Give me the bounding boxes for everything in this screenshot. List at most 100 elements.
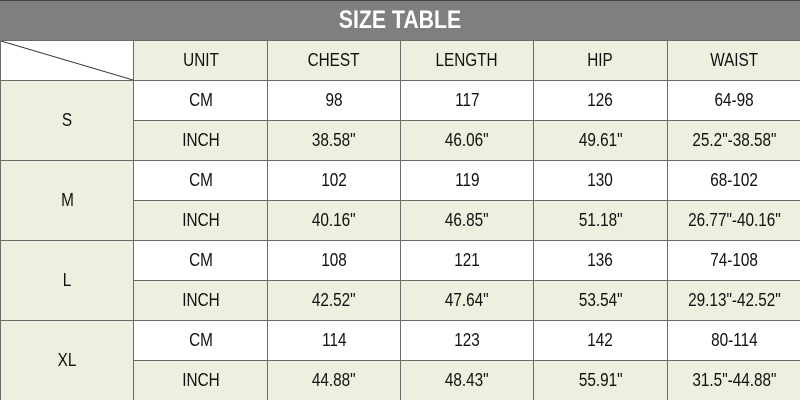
hip-value: 55.91" bbox=[578, 370, 623, 390]
chest-value: 40.16" bbox=[312, 210, 356, 230]
unit-value: INCH bbox=[181, 290, 220, 310]
chest-value: 98 bbox=[325, 90, 343, 110]
hip-cell: 142 bbox=[533, 320, 668, 361]
unit-value: CM bbox=[188, 330, 213, 350]
unit-value: INCH bbox=[181, 210, 220, 230]
waist-cell: 64-98 bbox=[667, 80, 800, 121]
chest-value: 108 bbox=[321, 250, 347, 270]
waist-cell: 74-108 bbox=[667, 240, 800, 281]
length-value: 47.64" bbox=[445, 290, 489, 310]
length-cell: 123 bbox=[400, 320, 534, 361]
header-length: LENGTH bbox=[400, 40, 534, 81]
waist-value: 25.2"-38.58" bbox=[691, 130, 777, 150]
hip-value: 49.61" bbox=[578, 130, 623, 150]
unit-cell: INCH bbox=[133, 280, 268, 321]
chest-value: 42.52" bbox=[312, 290, 356, 310]
unit-cell: CM bbox=[133, 80, 268, 121]
length-cell: 121 bbox=[400, 240, 534, 281]
hip-value: 142 bbox=[587, 330, 614, 350]
waist-value: 68-102 bbox=[710, 170, 758, 190]
hip-cell: 49.61" bbox=[533, 120, 668, 161]
length-cell: 119 bbox=[400, 160, 534, 201]
unit-cell: INCH bbox=[133, 200, 268, 241]
unit-cell: INCH bbox=[133, 360, 268, 400]
table-row: M CM 102 119 130 68-102 bbox=[0, 160, 800, 241]
waist-cell: 31.5"-44.88" bbox=[667, 360, 800, 400]
header-unit: UNIT bbox=[133, 40, 268, 81]
chest-cell: 108 bbox=[267, 240, 401, 281]
chest-value: 38.58" bbox=[312, 130, 356, 150]
chest-value: 102 bbox=[321, 170, 347, 190]
waist-value: 29.13"-42.52" bbox=[687, 290, 781, 310]
chest-cell: 38.58" bbox=[267, 120, 401, 161]
length-cell: 46.85" bbox=[400, 200, 534, 241]
table-row: INCH 40.16" 46.85" 51.18" 26.77"-40.16" bbox=[1, 200, 800, 241]
hip-value: 51.18" bbox=[578, 210, 623, 230]
waist-cell: 80-114 bbox=[667, 320, 800, 361]
header-waist: WAIST bbox=[667, 40, 800, 81]
size-label: XL bbox=[57, 350, 77, 370]
length-value: 119 bbox=[454, 170, 480, 190]
waist-value: 26.77"-40.16" bbox=[687, 210, 781, 230]
waist-cell: 29.13"-42.52" bbox=[667, 280, 800, 321]
table-row: INCH 42.52" 47.64" 53.54" 29.13"-42.52" bbox=[1, 280, 800, 321]
table-row: XL CM 114 123 142 80-114 bbox=[0, 320, 800, 400]
title-bar: SIZE TABLE bbox=[0, 0, 800, 40]
unit-cell: CM bbox=[133, 160, 268, 201]
unit-value: CM bbox=[188, 250, 213, 270]
size-label: L bbox=[62, 270, 72, 290]
corner-cell bbox=[0, 40, 134, 81]
chest-cell: 44.88" bbox=[267, 360, 401, 400]
waist-value: 80-114 bbox=[710, 330, 758, 350]
hip-value: 136 bbox=[587, 250, 614, 270]
waist-cell: 26.77"-40.16" bbox=[667, 200, 800, 241]
unit-value: CM bbox=[188, 90, 213, 110]
diagonal-line bbox=[1, 41, 133, 80]
waist-value: 74-108 bbox=[710, 250, 758, 270]
size-cell: S bbox=[0, 80, 134, 161]
unit-value: CM bbox=[188, 170, 213, 190]
chest-cell: 102 bbox=[267, 160, 401, 201]
chest-cell: 42.52" bbox=[267, 280, 401, 321]
size-table: UNIT CHEST LENGTH HIP WAIST S CM 98 117 126 6… bbox=[0, 40, 800, 400]
length-value: 121 bbox=[454, 250, 480, 270]
hip-cell: 126 bbox=[533, 80, 668, 121]
waist-value: 64-98 bbox=[714, 90, 754, 110]
hip-cell: 53.54" bbox=[533, 280, 668, 321]
length-value: 123 bbox=[454, 330, 480, 350]
header-row: UNIT CHEST LENGTH HIP WAIST bbox=[0, 40, 800, 81]
size-label: S bbox=[61, 110, 73, 130]
table-row: L CM 108 121 136 74-108 bbox=[0, 240, 800, 321]
length-value: 48.43" bbox=[445, 370, 489, 390]
header-chest: CHEST bbox=[267, 40, 401, 81]
table-row: INCH 38.58" 46.06" 49.61" 25.2"-38.58" bbox=[1, 120, 800, 161]
hip-cell: 130 bbox=[533, 160, 668, 201]
hip-cell: 55.91" bbox=[533, 360, 668, 400]
unit-cell: CM bbox=[133, 240, 268, 281]
length-cell: 48.43" bbox=[400, 360, 534, 400]
table-row: S CM 98 117 126 64-98 bbox=[0, 80, 800, 161]
hip-cell: 51.18" bbox=[533, 200, 668, 241]
chest-value: 114 bbox=[321, 330, 347, 350]
size-cell: XL bbox=[0, 320, 134, 400]
size-cell: L bbox=[0, 240, 134, 321]
table-title: SIZE TABLE bbox=[338, 6, 462, 34]
unit-value: INCH bbox=[181, 130, 220, 150]
chest-cell: 114 bbox=[267, 320, 401, 361]
length-value: 117 bbox=[454, 90, 480, 110]
length-value: 46.85" bbox=[445, 210, 489, 230]
hip-value: 53.54" bbox=[578, 290, 623, 310]
hip-cell: 136 bbox=[533, 240, 668, 281]
unit-cell: INCH bbox=[133, 120, 268, 161]
unit-value: INCH bbox=[181, 370, 220, 390]
length-cell: 47.64" bbox=[400, 280, 534, 321]
chest-cell: 98 bbox=[267, 80, 401, 121]
table-row: INCH 44.88" 48.43" 55.91" 31.5"-44.88" bbox=[1, 360, 800, 400]
hip-value: 130 bbox=[587, 170, 614, 190]
waist-value: 31.5"-44.88" bbox=[691, 370, 777, 390]
chest-value: 44.88" bbox=[312, 370, 356, 390]
length-cell: 117 bbox=[400, 80, 534, 121]
length-value: 46.06" bbox=[445, 130, 489, 150]
size-cell: M bbox=[0, 160, 134, 241]
header-hip: HIP bbox=[533, 40, 668, 81]
